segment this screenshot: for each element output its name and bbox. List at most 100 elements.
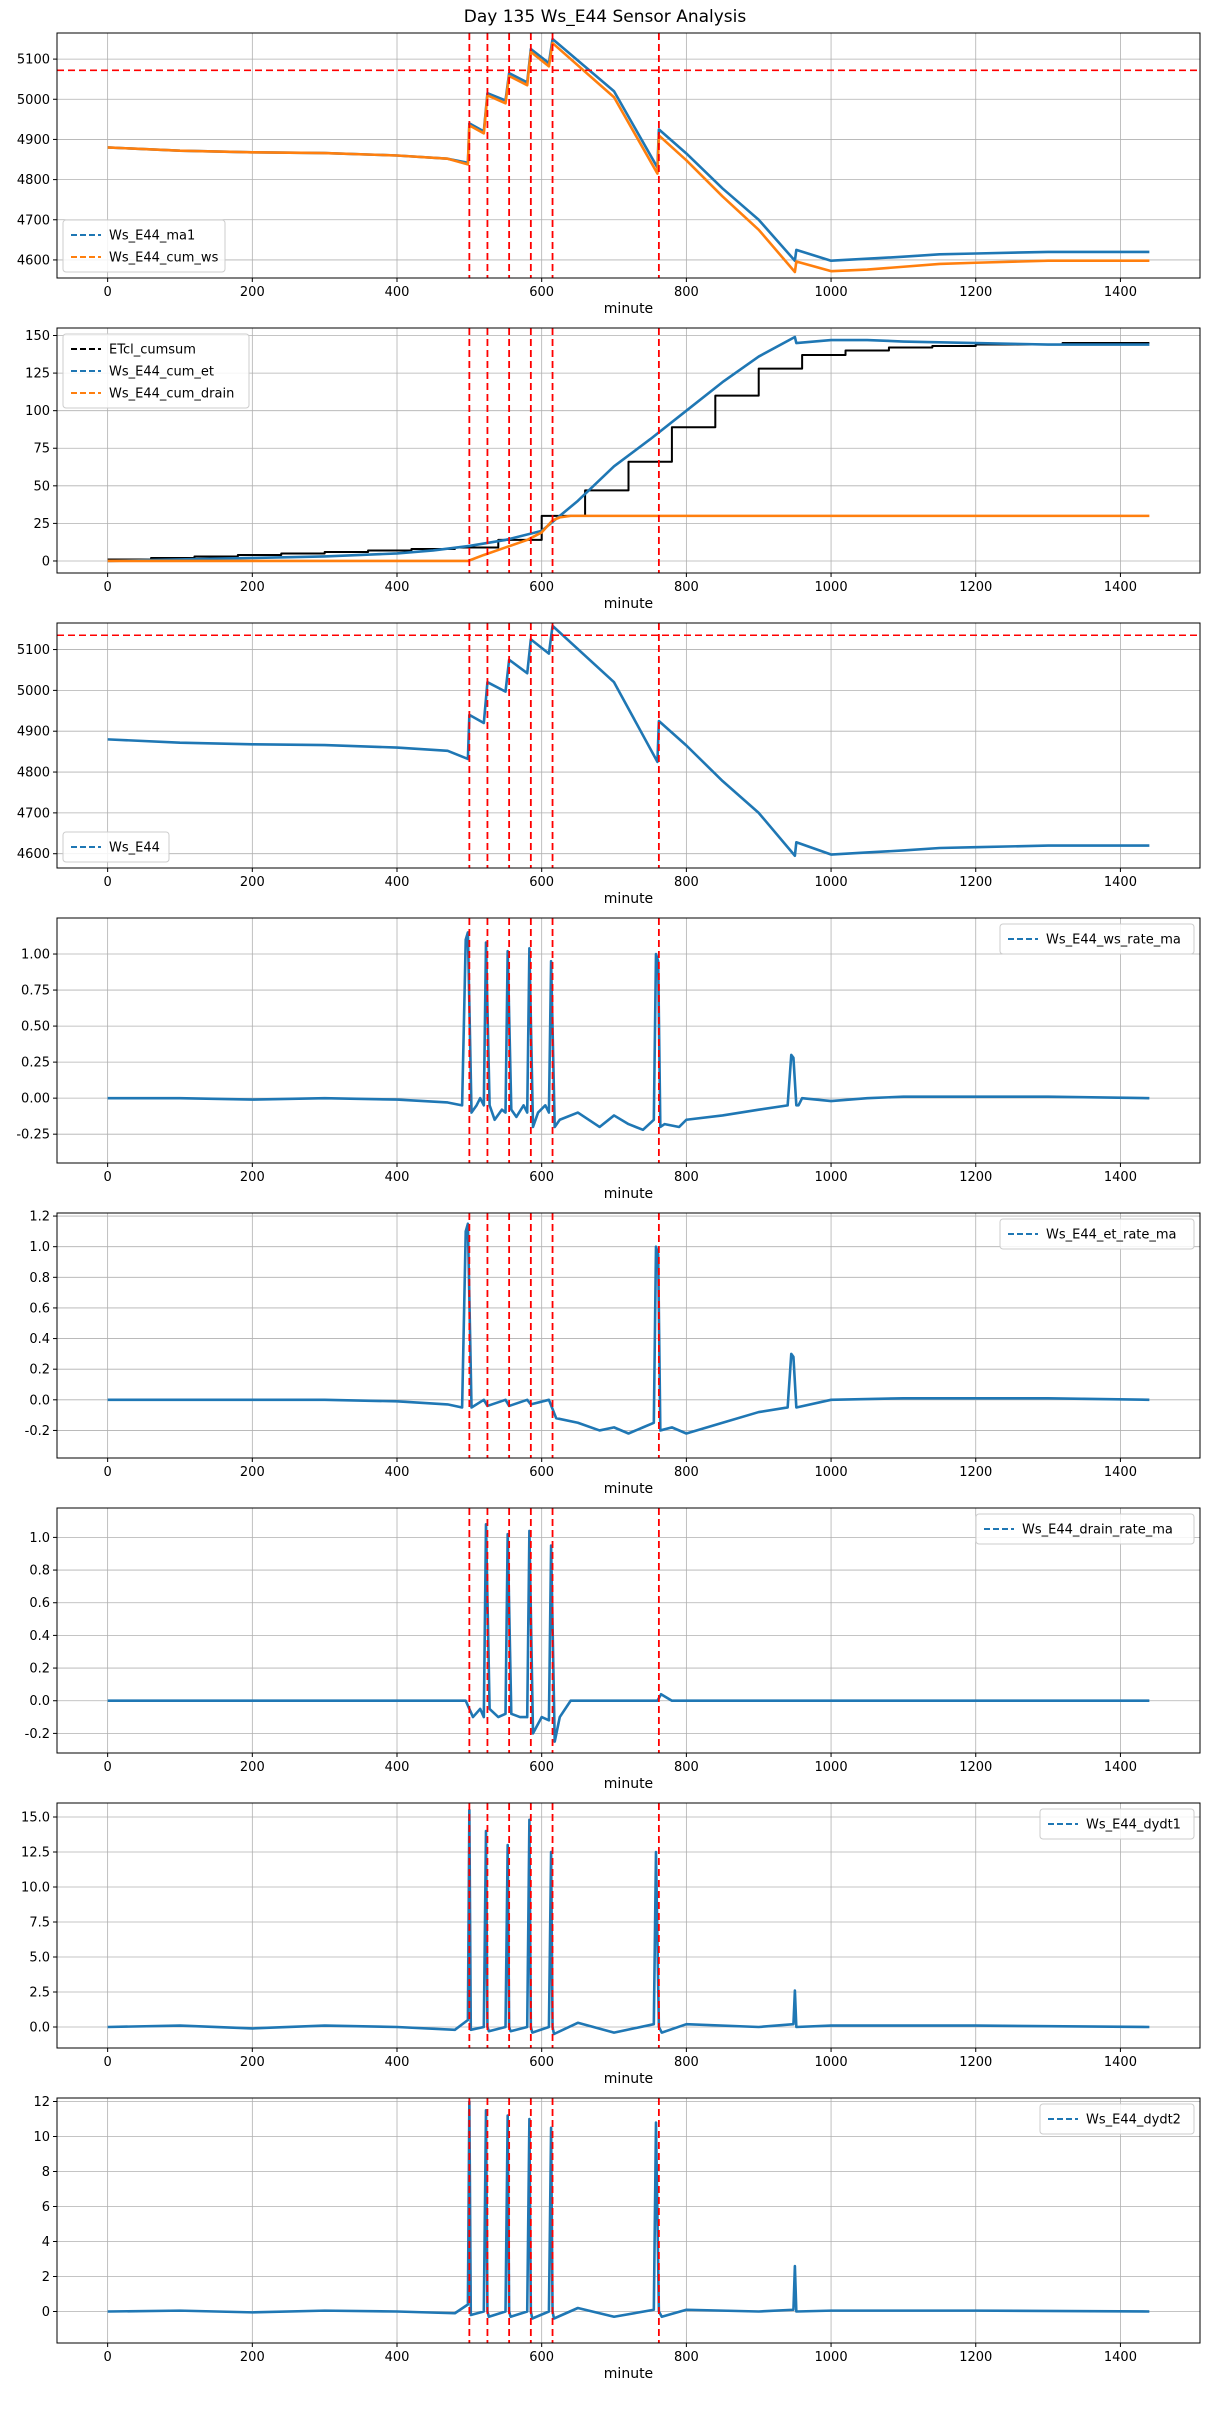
y-tick-label: 2: [42, 2270, 50, 2285]
legend-box: [999, 1218, 1195, 1250]
y-tick-label: 0: [42, 2305, 50, 2320]
x-tick-label: 800: [674, 875, 699, 890]
y-tick-label: 0.75: [21, 984, 50, 999]
y-tick-label: 100: [25, 404, 50, 419]
grid: [57, 1508, 1200, 1753]
legend-entry-label: Ws_E44_ma1: [109, 229, 195, 244]
y-tick-label: 15.0: [21, 1811, 50, 1826]
y-tick-label: 150: [25, 329, 50, 344]
x-tick-label: 0: [103, 580, 111, 595]
x-tick-label: 1200: [959, 875, 992, 890]
legend-entry-label: Ws_E44_cum_et: [109, 365, 214, 380]
x-tick-label: 400: [385, 1170, 410, 1185]
y-tick-label: 0.4: [29, 1629, 50, 1644]
x-tick-label: 600: [529, 285, 554, 300]
legend-box: [1039, 1808, 1195, 1840]
grid: [57, 623, 1200, 868]
x-tick-label: 800: [674, 580, 699, 595]
x-tick-label: 1400: [1104, 580, 1137, 595]
x-tick-label: 0: [103, 875, 111, 890]
grid: [57, 1213, 1200, 1458]
y-tick-label: 7.5: [29, 1916, 50, 1931]
y-tick-label: 0.8: [29, 1564, 50, 1579]
plot-area: [57, 623, 1200, 868]
x-tick-label: 1000: [815, 1760, 848, 1775]
grid: [57, 1803, 1200, 2048]
x-axis-label: minute: [604, 2366, 653, 2382]
y-tick-label: 1.00: [21, 948, 50, 963]
series-line-ws-e44-dydt2: [107, 2100, 1150, 2320]
legend-entry-label: Ws_E44: [109, 841, 160, 856]
y-tick-label: -0.2: [25, 1727, 50, 1742]
x-tick-label: 800: [674, 2350, 699, 2365]
y-tick-label: 5000: [17, 684, 50, 699]
y-tick-label: 12.5: [21, 1846, 50, 1861]
x-axis-label: minute: [604, 891, 653, 907]
x-tick-label: 1200: [959, 1170, 992, 1185]
x-tick-label: 800: [674, 1170, 699, 1185]
y-tick-label: -0.25: [16, 1128, 50, 1143]
y-tick-label: 2.5: [29, 1986, 50, 2001]
y-tick-label: 5000: [17, 93, 50, 108]
y-tick-label: 0.8: [29, 1271, 50, 1286]
legend: Ws_E44_ma1 Ws_E44_cum_ws: [62, 219, 226, 273]
chart-panel-4: 0 200 400 600 800 1000 1200 1400 -0.25 0.00 0.25 0.…: [16, 917, 1201, 1202]
axes-frame: [56, 327, 1201, 574]
x-tick-label: 0: [103, 2055, 111, 2070]
figure-title: Day 135 Ws_E44 Sensor Analysis: [464, 7, 747, 27]
y-tick-label: 0: [42, 554, 50, 569]
y-tick-label: 4800: [17, 173, 50, 188]
legend-entry-label: Ws_E44_cum_ws: [109, 251, 219, 266]
series-line-ws-e44: [107, 624, 1150, 858]
series-line-ws-e44-ws-rate-ma: [107, 931, 1150, 1132]
y-tick-label: 10: [33, 2130, 50, 2145]
axes-frame: [56, 1802, 1201, 2049]
series-line-ws-e44-cum-drain: [107, 514, 1150, 563]
y-tick-label: 5.0: [29, 1951, 50, 1966]
y-tick-label: 0.6: [29, 1596, 50, 1611]
x-tick-label: 200: [240, 2350, 265, 2365]
x-tick-label: 1400: [1104, 1170, 1137, 1185]
x-tick-label: 1200: [959, 1465, 992, 1480]
series-line-ws-e44-cum-ws: [107, 41, 1150, 274]
y-tick-label: 0.6: [29, 1301, 50, 1316]
y-tick-label: 0.2: [29, 1363, 50, 1378]
series-line-ws-e44-et-rate-ma: [107, 1222, 1150, 1435]
legend-box: [975, 1513, 1195, 1545]
x-tick-label: 200: [240, 580, 265, 595]
y-tick-label: 0.50: [21, 1020, 50, 1035]
legend: Ws_E44_ws_rate_ma: [999, 923, 1195, 955]
x-tick-label: 1400: [1104, 875, 1137, 890]
x-tick-label: 200: [240, 1170, 265, 1185]
plot-area: [107, 1213, 1150, 1458]
x-tick-label: 200: [240, 285, 265, 300]
axes-frame: [56, 1212, 1201, 1459]
series-line-etcl-cumsum: [107, 342, 1150, 561]
legend-entry-label: Ws_E44_et_rate_ma: [1046, 1228, 1177, 1243]
x-tick-label: 800: [674, 1760, 699, 1775]
x-tick-label: 200: [240, 1465, 265, 1480]
y-tick-label: 0.0: [29, 1694, 50, 1709]
x-tick-label: 1400: [1104, 2055, 1137, 2070]
series-line-ws-e44-drain-rate-ma: [107, 1523, 1150, 1743]
x-tick-label: 1400: [1104, 1760, 1137, 1775]
legend: Ws_E44_et_rate_ma: [999, 1218, 1195, 1250]
axes-frame: [56, 1507, 1201, 1754]
y-tick-label: 1.0: [29, 1531, 50, 1546]
y-tick-label: 1.2: [29, 1210, 50, 1225]
x-tick-label: 1000: [815, 2055, 848, 2070]
x-tick-label: 200: [240, 875, 265, 890]
x-tick-label: 1200: [959, 580, 992, 595]
y-tick-label: 4700: [17, 213, 50, 228]
chart-panel-7: 0 200 400 600 800 1000 1200 1400 0.0 2.5 5.0 7.5 10.…: [21, 1802, 1201, 2087]
x-axis-label: minute: [604, 301, 653, 317]
x-tick-label: 1200: [959, 2055, 992, 2070]
x-tick-label: 1200: [959, 2350, 992, 2365]
x-tick-label: 400: [385, 1760, 410, 1775]
y-tick-label: 4600: [17, 847, 50, 862]
chart-panel-1: 0 200 400 600 800 1000 1200 1400 4600 4700 4800 490…: [17, 32, 1201, 317]
x-axis-label: minute: [604, 1481, 653, 1497]
y-tick-label: 8: [42, 2165, 50, 2180]
y-tick-label: -0.2: [25, 1424, 50, 1439]
x-tick-label: 600: [529, 875, 554, 890]
